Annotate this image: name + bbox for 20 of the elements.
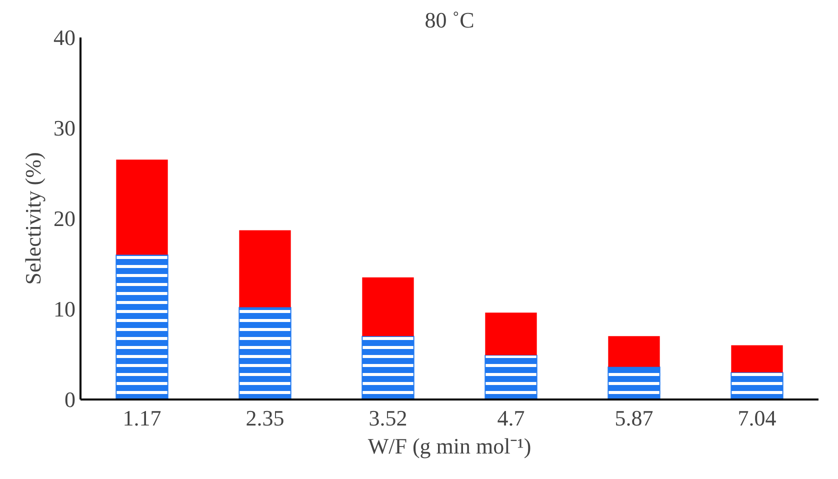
x-tick-label: 3.52: [368, 406, 408, 430]
bar: [608, 336, 660, 367]
x-tick-label: 4.7: [497, 406, 525, 430]
x-tick-label: 5.87: [614, 406, 654, 430]
y-axis-title: Selectivity (%): [20, 152, 46, 285]
bar: [362, 277, 414, 336]
chart-title: 80 ˚C: [424, 8, 474, 32]
y-tick-label: 20: [54, 206, 76, 231]
bar: [239, 230, 291, 308]
bar: [731, 345, 783, 372]
y-tick-label: 30: [54, 116, 76, 140]
y-tick-label: 10: [54, 296, 76, 322]
x-tick-label: 7.04: [738, 406, 776, 430]
y-tick-label: 0: [64, 387, 76, 412]
x-axis-title: W/F (g min mol⁻¹): [368, 434, 532, 458]
bar: [116, 160, 168, 255]
y-tick-label: 40: [54, 25, 76, 50]
bar: [485, 312, 537, 356]
x-tick-label: 1.17: [122, 406, 162, 430]
x-tick-label: 2.35: [246, 406, 284, 430]
